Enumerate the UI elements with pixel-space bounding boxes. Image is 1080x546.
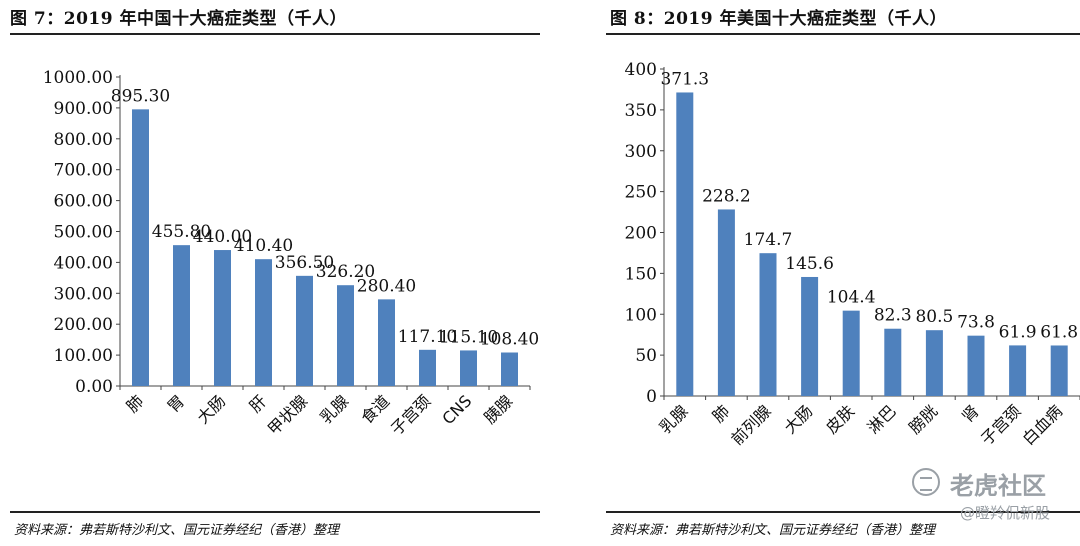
bar <box>173 245 190 386</box>
category-label: 乳腺 <box>316 391 352 427</box>
figure-8: 图 8：2019 年美国十大癌症类型（千人） 0 50 100 150 200 250 30… <box>604 0 1080 546</box>
y-tick-label: 300 <box>625 142 657 162</box>
source-note: 资料来源：弗若斯特沙利文、国元证券经纪（香港）整理 <box>610 523 936 538</box>
bar <box>296 275 313 386</box>
bar <box>842 310 860 396</box>
figure-title: 图 8：2019 年美国十大癌症类型（千人） <box>610 9 947 29</box>
category-label: 肺 <box>708 401 733 426</box>
us-cancer-bar-chart: 0 50 100 150 200 250 300 350 400 371.3 乳腺 228.2 肺 174… <box>625 60 1080 449</box>
data-label: 104.4 <box>827 288 876 308</box>
data-label: 115.10 <box>439 327 498 347</box>
y-tick-label: 1000.00 <box>43 68 113 88</box>
bar <box>214 250 231 386</box>
bar <box>717 209 735 396</box>
category-label: 甲状腺 <box>264 391 311 438</box>
category-label: 子宫颈 <box>977 401 1024 448</box>
data-label: 61.9 <box>999 322 1037 342</box>
category-label: 膀胱 <box>905 401 941 437</box>
bar <box>460 350 477 386</box>
y-tick-label: 600.00 <box>54 192 113 212</box>
title-rule <box>10 33 540 35</box>
source-rule <box>10 511 540 513</box>
y-tick-label: 700.00 <box>54 161 113 181</box>
y-tick-label: 200 <box>625 224 657 244</box>
y-tick-label: 100 <box>625 305 657 325</box>
bar <box>501 352 518 386</box>
y-tick-label: 500.00 <box>54 223 113 243</box>
source-note: 资料来源：弗若斯特沙利文、国元证券经纪（香港）整理 <box>14 523 340 538</box>
y-tick-label: 400 <box>625 60 657 80</box>
bar <box>801 276 819 396</box>
bar <box>1050 345 1068 396</box>
bar <box>925 330 943 396</box>
category-label: 前列腺 <box>727 401 774 448</box>
category-label: 皮肤 <box>822 401 858 437</box>
data-label: 80.5 <box>915 307 953 327</box>
bar <box>967 335 985 396</box>
bar <box>676 92 694 396</box>
category-label: 肺 <box>123 391 148 416</box>
data-label: 73.8 <box>957 313 995 333</box>
bar <box>132 109 149 387</box>
data-label: 895.30 <box>111 86 170 106</box>
figure-7: 图 7：2019 年中国十大癌症类型（千人） 0.00 100.00 200.00 3… <box>10 9 540 538</box>
data-label: 455.80 <box>152 222 211 242</box>
bar <box>255 259 272 386</box>
title-rule <box>606 33 1080 35</box>
data-label: 82.3 <box>874 306 912 326</box>
data-label: 440.00 <box>193 227 252 247</box>
figure-title: 图 7：2019 年中国十大癌症类型（千人） <box>10 9 347 29</box>
category-label: 胰腺 <box>480 391 516 427</box>
data-label: 356.50 <box>275 253 334 273</box>
y-tick-label: 0 <box>646 387 657 407</box>
data-label: 410.40 <box>234 236 293 256</box>
source-rule <box>606 511 1080 513</box>
y-tick-label: 0.00 <box>75 377 113 397</box>
y-tick-label: 50 <box>635 346 657 366</box>
category-label: 肾 <box>958 401 983 426</box>
y-tick-label: 800.00 <box>54 130 113 150</box>
y-tick-label: 200.00 <box>54 315 113 335</box>
category-label: 淋巴 <box>864 401 900 437</box>
category-label: 大肠 <box>193 391 229 427</box>
category-label: 食道 <box>357 391 393 427</box>
watermark-brand: 老虎社区 <box>950 472 1046 500</box>
watermark: 老虎社区 @瞪羚侃新股 <box>912 466 1072 528</box>
y-tick-label: 400.00 <box>54 253 113 273</box>
data-label: 280.40 <box>357 276 416 296</box>
bar <box>759 253 777 396</box>
y-tick-label: 250 <box>625 183 657 203</box>
y-tick-label: 300.00 <box>54 284 113 304</box>
y-tick-label: 900.00 <box>54 99 113 119</box>
data-label: 61.8 <box>1040 322 1078 342</box>
category-label: 大肠 <box>780 401 816 437</box>
category-label: 子宫颈 <box>387 391 434 438</box>
data-label: 228.2 <box>702 186 751 206</box>
category-label: 乳腺 <box>656 401 692 437</box>
data-label: 371.3 <box>660 69 709 89</box>
data-label: 117.10 <box>398 327 457 347</box>
bar <box>337 285 354 386</box>
tiger-logo-icon <box>912 468 940 496</box>
bar <box>419 349 436 386</box>
data-label: 174.7 <box>744 230 793 250</box>
y-tick-label: 150 <box>625 264 657 284</box>
category-label: CNS <box>438 391 475 428</box>
data-label: 326.20 <box>316 262 375 282</box>
bar <box>378 299 395 386</box>
data-label: 145.6 <box>785 254 834 274</box>
watermark-handle: @瞪羚侃新股 <box>960 504 1051 522</box>
china-cancer-bar-chart: 0.00 100.00 200.00 300.00 400.00 500.00 600.00… <box>43 68 540 439</box>
category-label: 胃 <box>164 391 189 416</box>
category-label: 白血病 <box>1019 401 1066 448</box>
data-label: 108.40 <box>480 330 539 350</box>
bar <box>884 328 902 396</box>
bar <box>1009 345 1027 396</box>
category-label: 肝 <box>246 391 271 416</box>
y-tick-label: 100.00 <box>54 346 113 366</box>
y-tick-label: 350 <box>625 101 657 121</box>
